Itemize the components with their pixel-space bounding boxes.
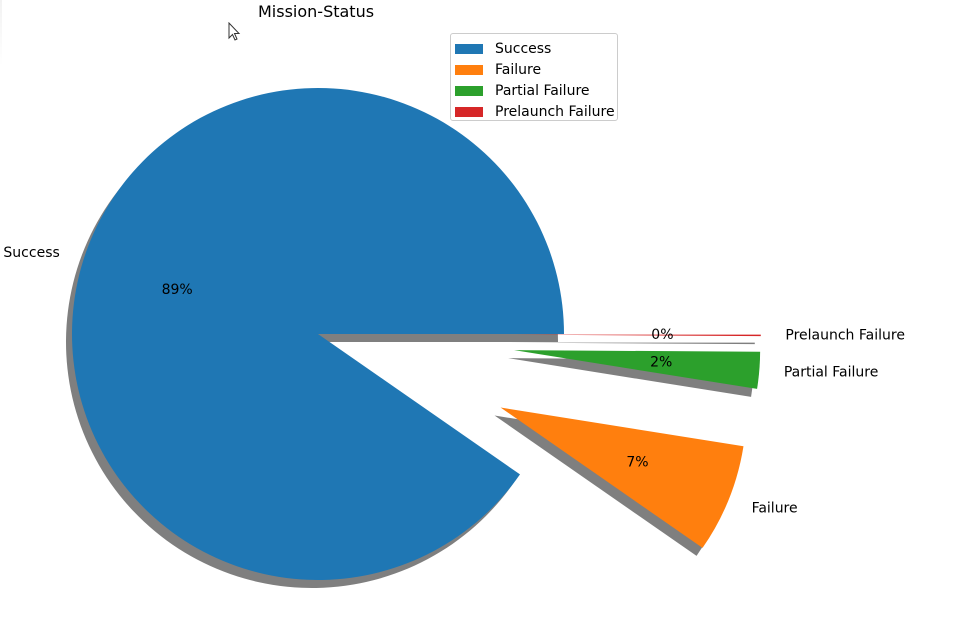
legend-label-partial-failure: Partial Failure [495, 82, 590, 99]
legend-item-prelaunch-failure: Prelaunch Failure [455, 101, 617, 122]
legend-label-prelaunch-failure: Prelaunch Failure [495, 103, 615, 120]
slice-percent-partial-failure: 2% [650, 354, 672, 370]
slice-label-partial-failure: Partial Failure [784, 364, 879, 380]
slice-success [71, 87, 564, 580]
legend-label-failure: Failure [495, 61, 542, 78]
slice-label-failure: Failure [752, 501, 798, 517]
legend-swatch-partial-failure [455, 85, 483, 96]
legend-swatch-prelaunch-failure [455, 106, 483, 117]
legend-swatch-failure [455, 64, 483, 75]
legend-label-success: Success [495, 40, 552, 57]
mouse-pointer-icon [228, 22, 241, 41]
legend-swatch-success [455, 43, 483, 54]
slice-percent-prelaunch-failure: 0% [651, 327, 673, 343]
legend-item-failure: Failure [455, 59, 617, 80]
chart-title: Mission-Status [258, 2, 375, 21]
window-edge [0, 0, 2, 66]
slice-percent-failure: 7% [626, 455, 648, 471]
slice-failure [500, 407, 744, 548]
slice-shadow-prelaunch-failure [508, 342, 755, 345]
slice-label-prelaunch-failure: Prelaunch Failure [785, 327, 905, 343]
slice-partial-failure [514, 350, 761, 389]
slice-label-success: Success [3, 245, 59, 261]
legend-item-partial-failure: Partial Failure [455, 80, 617, 101]
slice-percent-success: 89% [162, 282, 193, 298]
slice-prelaunch-failure [514, 334, 761, 337]
legend: Success Failure Partial Failure Prelaunc… [450, 33, 618, 121]
legend-item-success: Success [455, 38, 617, 59]
